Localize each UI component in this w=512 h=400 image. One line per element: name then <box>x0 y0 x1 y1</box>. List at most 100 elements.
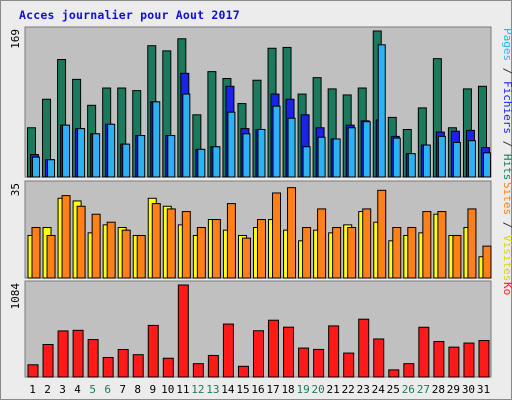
legend-ko: Ko <box>501 282 512 295</box>
bar-ko-day-22 <box>343 352 355 378</box>
bar-pages-day-20 <box>317 136 326 178</box>
bar-ko-day-29 <box>448 346 460 378</box>
bar-ko-day-19 <box>298 347 310 378</box>
bar-sites-day-29 <box>452 234 462 279</box>
bar-pages-day-29 <box>452 141 461 178</box>
x-tick-day-18: 18 <box>281 383 294 396</box>
bar-sites-day-23 <box>362 208 372 279</box>
x-tick-day-25: 25 <box>387 383 400 396</box>
x-tick-day-12: 12 <box>191 383 204 396</box>
legend-label-pages-fichiers-hits-1: / <box>501 61 512 81</box>
bar-pages-day-22 <box>347 127 356 178</box>
bar-sites-day-3 <box>61 195 71 279</box>
x-tick-day-11: 11 <box>176 383 189 396</box>
bar-ko-day-30 <box>463 342 475 378</box>
legend-label-pages-fichiers-hits-2: Fichiers <box>501 81 512 134</box>
bar-pages-day-25 <box>392 137 401 178</box>
x-tick-day-1: 1 <box>29 383 36 396</box>
bar-pages-day-1 <box>32 156 40 178</box>
bar-ko-day-9 <box>147 324 159 378</box>
x-tick-day-10: 10 <box>161 383 174 396</box>
bar-pages-day-4 <box>77 128 86 178</box>
bar-ko-day-11 <box>177 284 189 378</box>
x-tick-day-26: 26 <box>402 383 415 396</box>
x-tick-day-17: 17 <box>266 383 279 396</box>
bar-pages-day-24 <box>377 44 386 178</box>
bar-ko-day-5 <box>87 339 99 378</box>
bar-pages-day-18 <box>287 117 296 178</box>
legend-label-pages-fichiers-hits-3: / <box>501 134 512 154</box>
bar-sites-day-19 <box>302 227 312 279</box>
bar-sites-day-26 <box>407 227 417 279</box>
chart-title: Acces journalier pour Aout 2017 <box>19 8 240 22</box>
bar-ko-day-4 <box>72 329 84 378</box>
bar-sites-day-11 <box>181 211 191 279</box>
bar-pages-day-13 <box>212 146 221 178</box>
bar-pages-day-2 <box>47 159 56 178</box>
bar-pages-day-28 <box>437 135 446 178</box>
bar-ko-day-25 <box>388 369 400 378</box>
bar-pages-day-19 <box>302 146 311 178</box>
bar-sites-day-6 <box>106 221 116 279</box>
bar-ko-day-27 <box>418 326 430 378</box>
bar-sites-day-14 <box>226 203 236 279</box>
bar-ko-day-13 <box>207 354 219 378</box>
bar-sites-day-8 <box>136 234 146 279</box>
x-tick-day-6: 6 <box>104 383 111 396</box>
bar-pages-day-17 <box>272 105 281 178</box>
bar-sites-day-28 <box>437 211 447 279</box>
x-tick-day-23: 23 <box>357 383 370 396</box>
bar-sites-day-5 <box>91 213 101 279</box>
bar-ko-day-2 <box>42 343 54 378</box>
bar-ko-day-7 <box>117 349 129 378</box>
bar-sites-day-2 <box>46 234 56 279</box>
bar-ko-day-28 <box>433 341 445 378</box>
x-tick-day-28: 28 <box>432 383 445 396</box>
bar-pages-day-7 <box>122 143 131 178</box>
bar-ko-day-23 <box>358 318 370 378</box>
bar-ko-day-21 <box>328 325 340 378</box>
ymax-label-sites-visites: 35 <box>9 183 22 196</box>
bar-ko-day-10 <box>162 357 174 378</box>
x-tick-day-14: 14 <box>221 383 235 396</box>
x-tick-day-2: 2 <box>44 383 51 396</box>
bar-ko-day-26 <box>403 363 415 378</box>
legend-label-pages-fichiers-hits-4: Hits <box>501 154 512 181</box>
bar-pages-day-21 <box>332 138 341 178</box>
x-tick-day-31: 31 <box>477 383 490 396</box>
legend-sites-visites: Sites / Visites <box>501 182 512 281</box>
bar-pages-day-9 <box>152 101 161 178</box>
bar-ko-day-1 <box>27 364 39 378</box>
x-tick-day-5: 5 <box>89 383 96 396</box>
x-tick-day-21: 21 <box>327 383 340 396</box>
bar-sites-day-15 <box>241 237 251 279</box>
bar-pages-day-11 <box>182 93 191 178</box>
x-tick-day-9: 9 <box>149 383 156 396</box>
bar-sites-day-20 <box>317 208 327 279</box>
bar-pages-day-15 <box>242 133 251 178</box>
bar-ko-day-8 <box>132 354 144 378</box>
legend-pages-fichiers-hits: Pages / Fichiers / Hits <box>501 28 512 180</box>
ymax-label-pages-fichiers-hits: 169 <box>9 29 22 49</box>
x-tick-day-13: 13 <box>206 383 219 396</box>
bar-ko-day-3 <box>57 330 69 378</box>
x-tick-day-30: 30 <box>462 383 475 396</box>
x-tick-day-27: 27 <box>417 383 430 396</box>
bar-pages-day-5 <box>92 133 101 178</box>
bar-pages-day-31 <box>482 152 491 178</box>
bar-sites-day-18 <box>287 187 297 279</box>
bar-ko-day-18 <box>283 326 295 378</box>
bar-pages-day-10 <box>167 135 176 178</box>
bar-pages-day-27 <box>422 144 431 178</box>
x-tick-day-15: 15 <box>236 383 249 396</box>
legend-label-sites-visites-1: / <box>501 215 512 235</box>
bar-sites-day-17 <box>272 192 282 279</box>
bar-ko-day-14 <box>222 323 234 378</box>
bar-ko-day-6 <box>102 356 114 378</box>
bar-sites-day-4 <box>76 205 86 279</box>
legend-label-pages-fichiers-hits-0: Pages <box>501 28 512 61</box>
bar-pages-day-26 <box>407 153 416 178</box>
bar-sites-day-12 <box>196 227 206 279</box>
bar-pages-day-6 <box>107 123 116 178</box>
